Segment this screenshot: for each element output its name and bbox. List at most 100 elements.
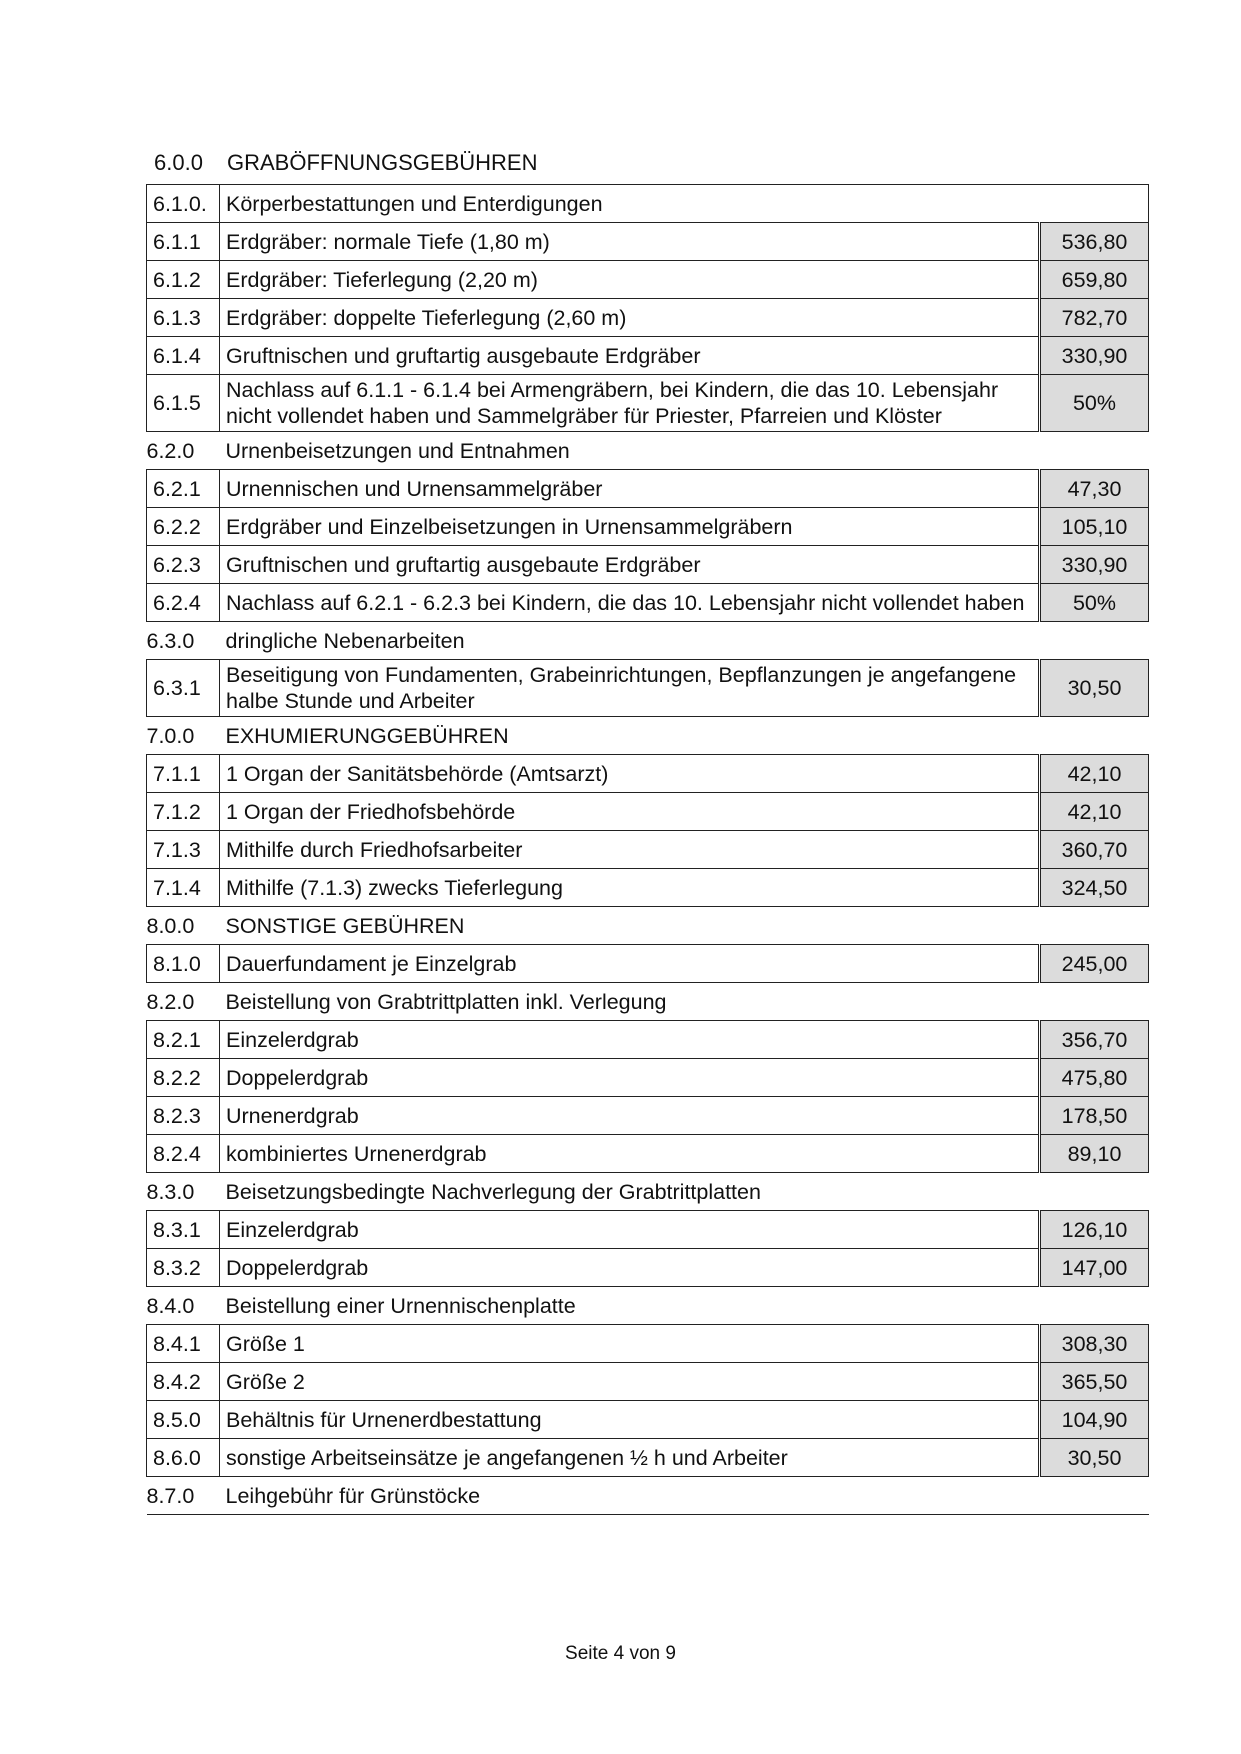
row-label: Leihgebühr für Grünstöcke [219,1476,1149,1515]
fee-row: 8.4.2 Größe 2 365,50 [146,1362,1149,1401]
row-label: kombiniertes Urnenerdgrab [219,1134,1040,1173]
fee-row: 6.2.1 Urnennischen und Urnensammelgräber 4… [146,469,1149,508]
fee-row: 6.2.3 Gruftnischen und gruftartig ausgeba… [146,545,1149,584]
fee-table: 6.1.0. Körperbestattungen und Enterdigung… [146,184,1149,1515]
row-number: 6.2.1 [146,469,220,508]
row-value: 308,30 [1038,1324,1149,1363]
fee-row: 8.5.0 Behältnis für Urnenerdbestattung 104… [146,1400,1149,1439]
row-value: 47,30 [1038,469,1149,508]
row-label: Beisetzungsbedingte Nachverlegung der Gr… [219,1172,1149,1211]
section-number: 6.0.0 [154,150,203,175]
row-number: 8.4.2 [146,1362,220,1401]
row-value: 42,10 [1038,754,1149,793]
row-label: Erdgräber: normale Tiefe (1,80 m) [219,222,1040,261]
fee-row: 8.3.2 Doppelerdgrab 147,00 [146,1248,1149,1287]
row-label: 1 Organ der Sanitätsbehörde (Amtsarzt) [219,754,1040,793]
section-row: 6.1.0. Körperbestattungen und Enterdigung… [146,184,1149,223]
row-number: 7.1.1 [146,754,220,793]
row-label: sonstige Arbeitseinsätze je angefangenen… [219,1438,1040,1477]
row-label: Nachlass auf 6.1.1 - 6.1.4 bei Armengräb… [219,374,1040,432]
row-number: 6.3.0 [146,621,220,660]
row-label: Körperbestattungen und Enterdigungen [219,184,1149,223]
row-label: Mithilfe (7.1.3) zwecks Tieferlegung [219,868,1040,907]
row-value: 536,80 [1038,222,1149,261]
section-row: 8.3.0 Beisetzungsbedingte Nachverlegung d… [146,1172,1149,1211]
row-label: Gruftnischen und gruftartig ausgebaute E… [219,545,1040,584]
row-label: EXHUMIERUNGGEBÜHREN [219,716,1149,755]
row-label: Dauerfundament je Einzelgrab [219,944,1040,983]
row-value: 365,50 [1038,1362,1149,1401]
section-row: 6.2.0 Urnenbeisetzungen und Entnahmen [146,431,1149,470]
section-row: 8.7.0 Leihgebühr für Grünstöcke [146,1476,1149,1515]
row-label: Behältnis für Urnenerdbestattung [219,1400,1040,1439]
row-value: 330,90 [1038,336,1149,375]
row-value: 50% [1038,374,1149,432]
section-row: 7.0.0 EXHUMIERUNGGEBÜHREN [146,716,1149,755]
row-value: 30,50 [1038,659,1149,717]
row-number: 8.1.0 [146,944,220,983]
row-label: Nachlass auf 6.2.1 - 6.2.3 bei Kindern, … [219,583,1040,622]
row-value: 659,80 [1038,260,1149,299]
row-label: Erdgräber: doppelte Tieferlegung (2,60 m… [219,298,1040,337]
row-value: 50% [1038,583,1149,622]
row-value: 330,90 [1038,545,1149,584]
row-label: Beistellung einer Urnennischenplatte [219,1286,1149,1325]
row-number: 8.2.4 [146,1134,220,1173]
row-label: Urnenbeisetzungen und Entnahmen [219,431,1149,470]
row-number: 6.2.0 [146,431,220,470]
row-number: 8.3.0 [146,1172,220,1211]
fee-row: 8.2.3 Urnenerdgrab 178,50 [146,1096,1149,1135]
fee-row: 8.6.0 sonstige Arbeitseinsätze je angefan… [146,1438,1149,1477]
row-number: 6.2.2 [146,507,220,546]
row-value: 147,00 [1038,1248,1149,1287]
row-label: Erdgräber: Tieferlegung (2,20 m) [219,260,1040,299]
row-value: 356,70 [1038,1020,1149,1059]
row-label: Größe 2 [219,1362,1040,1401]
row-label: 1 Organ der Friedhofsbehörde [219,792,1040,831]
row-label: Einzelerdgrab [219,1210,1040,1249]
fee-row: 6.1.3 Erdgräber: doppelte Tieferlegung (2… [146,298,1149,337]
section-row: 8.2.0 Beistellung von Grabtrittplatten in… [146,982,1149,1021]
row-label: SONSTIGE GEBÜHREN [219,906,1149,945]
row-value: 89,10 [1038,1134,1149,1173]
fee-row: 8.3.1 Einzelerdgrab 126,10 [146,1210,1149,1249]
row-number: 8.2.1 [146,1020,220,1059]
row-number: 6.1.5 [146,374,220,432]
row-number: 8.4.1 [146,1324,220,1363]
fee-row: 8.1.0 Dauerfundament je Einzelgrab 245,00 [146,944,1149,983]
row-label: Urnennischen und Urnensammelgräber [219,469,1040,508]
row-label: dringliche Nebenarbeiten [219,621,1149,660]
row-label: Doppelerdgrab [219,1058,1040,1097]
fee-row: 6.2.4 Nachlass auf 6.2.1 - 6.2.3 bei Kind… [146,583,1149,622]
row-value: 42,10 [1038,792,1149,831]
fee-row: 6.2.2 Erdgräber und Einzelbeisetzungen in… [146,507,1149,546]
row-number: 6.1.4 [146,336,220,375]
fee-row: 6.1.5 Nachlass auf 6.1.1 - 6.1.4 bei Arme… [146,374,1149,432]
row-value: 104,90 [1038,1400,1149,1439]
row-label: Doppelerdgrab [219,1248,1040,1287]
section-title: 6.0.0 GRABÖFFNUNGSGEBÜHREN [154,150,537,176]
row-number: 7.1.4 [146,868,220,907]
row-value: 178,50 [1038,1096,1149,1135]
row-label: Gruftnischen und gruftartig ausgebaute E… [219,336,1040,375]
fee-row: 8.2.2 Doppelerdgrab 475,80 [146,1058,1149,1097]
fee-row: 6.1.2 Erdgräber: Tieferlegung (2,20 m) 659… [146,260,1149,299]
fee-row: 7.1.3 Mithilfe durch Friedhofsarbeiter 360… [146,830,1149,869]
row-number: 8.2.2 [146,1058,220,1097]
row-number: 7.1.3 [146,830,220,869]
row-value: 126,10 [1038,1210,1149,1249]
section-label: GRABÖFFNUNGSGEBÜHREN [227,150,538,175]
fee-row: 6.1.1 Erdgräber: normale Tiefe (1,80 m) 53… [146,222,1149,261]
section-row: 6.3.0 dringliche Nebenarbeiten [146,621,1149,660]
row-value: 245,00 [1038,944,1149,983]
row-number: 8.3.1 [146,1210,220,1249]
row-label: Beistellung von Grabtrittplatten inkl. V… [219,982,1149,1021]
fee-row: 7.1.4 Mithilfe (7.1.3) zwecks Tieferlegun… [146,868,1149,907]
row-number: 8.3.2 [146,1248,220,1287]
row-value: 30,50 [1038,1438,1149,1477]
row-value: 782,70 [1038,298,1149,337]
row-label: Einzelerdgrab [219,1020,1040,1059]
row-number: 8.0.0 [146,906,220,945]
row-number: 8.7.0 [146,1476,220,1515]
row-label: Erdgräber und Einzelbeisetzungen in Urne… [219,507,1040,546]
